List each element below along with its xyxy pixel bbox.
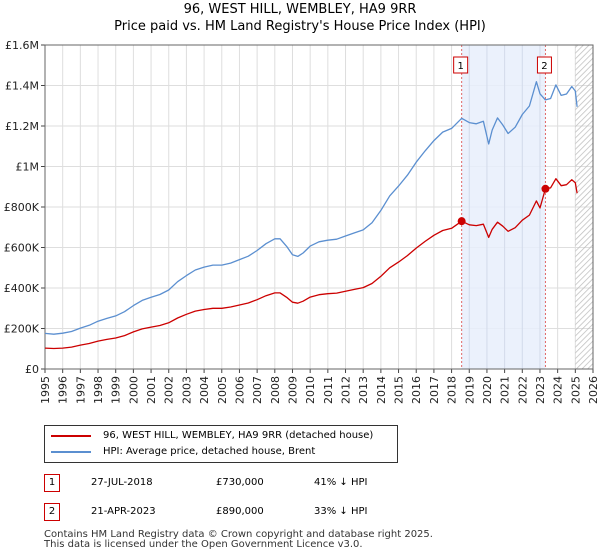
y-tick-label: £1M (16, 161, 40, 174)
x-tick-label: 2003 (180, 376, 193, 404)
chart-subtitle: Price paid vs. HM Land Registry's House … (114, 19, 486, 34)
y-tick-label: £1.6M (5, 39, 39, 52)
x-tick-label: 2002 (163, 376, 176, 404)
sale-date: 21-APR-2023 (91, 506, 156, 517)
sale-date: 27-JUL-2018 (91, 477, 153, 488)
y-tick-label: £600K (4, 242, 40, 255)
x-tick-label: 1997 (74, 376, 87, 404)
chart-title: 96, WEST HILL, WEMBLEY, HA9 9RR (183, 2, 417, 17)
x-tick-label: 1998 (92, 376, 105, 404)
footer: Contains HM Land Registry data © Crown c… (44, 530, 433, 550)
legend-swatch-hpi (51, 451, 91, 453)
x-tick-label: 2006 (233, 376, 246, 404)
sale-hpi-delta: 33% ↓ HPI (314, 506, 368, 517)
x-tick-label: 2015 (393, 376, 406, 404)
price-chart: 1995 1996 1997 1998 1999 2000 2001 2002 2003 2004… (4, 39, 600, 404)
x-tick-label: 2016 (410, 376, 423, 404)
x-tick-label: 2025 (569, 376, 582, 404)
footer-copyright: Contains HM Land Registry data © Crown c… (44, 529, 433, 540)
legend-label-property: 96, WEST HILL, WEMBLEY, HA9 9RR (detache… (103, 430, 374, 441)
x-tick-label: 2004 (198, 376, 211, 404)
forecast-hatch (575, 45, 593, 369)
x-tick-label: 2005 (216, 376, 229, 404)
x-tick-label: 2022 (516, 376, 529, 404)
x-tick-label: 2012 (340, 376, 353, 404)
series-line (44, 178, 578, 350)
x-tick-label: 2001 (145, 376, 158, 404)
x-tick-label: 1995 (39, 376, 52, 404)
sale-marker-label: 2 (541, 61, 547, 72)
x-tick-label: 2007 (251, 376, 264, 404)
x-tick-label: 2000 (127, 376, 140, 404)
y-tick-label: £1.2M (5, 120, 39, 133)
sale-point (457, 217, 466, 226)
legend-swatch-property (51, 435, 91, 437)
sale-badge: 2 (44, 503, 60, 521)
x-tick-label: 2026 (587, 376, 600, 404)
x-tick-label: 2018 (446, 376, 459, 404)
x-tick-label: 2017 (428, 376, 441, 404)
legend-label-hpi: HPI: Average price, detached house, Bren… (103, 446, 316, 457)
x-tick-label: 2010 (304, 376, 317, 404)
x-tick-label: 2013 (357, 376, 370, 404)
sale-price: £890,000 (216, 506, 264, 517)
x-tick-label: 2019 (463, 376, 476, 404)
series-line (44, 81, 578, 335)
x-tick-label: 2021 (499, 376, 512, 404)
x-tick-label: 2020 (481, 376, 494, 404)
sale-point (541, 184, 550, 193)
sale-price: £730,000 (216, 477, 264, 488)
x-tick-label: 1999 (110, 376, 123, 404)
x-tick-label: 2009 (286, 376, 299, 404)
plot-frame (44, 44, 594, 370)
sale-marker-box (453, 56, 469, 74)
x-tick-label: 1996 (57, 376, 70, 404)
sale-marker-box (536, 56, 552, 74)
sale-hpi-delta: 41% ↓ HPI (314, 477, 368, 488)
sale-marker-label: 1 (457, 61, 463, 72)
sale-badge: 1 (44, 474, 60, 492)
x-tick-label: 2023 (534, 376, 547, 404)
legend: 96, WEST HILL, WEMBLEY, HA9 9RR (detache… (44, 425, 398, 463)
footer-licence: This data is licensed under the Open Gov… (44, 539, 363, 550)
x-tick-label: 2024 (552, 376, 565, 404)
y-tick-label: £200K (4, 323, 40, 336)
x-tick-label: 2008 (269, 376, 282, 404)
y-tick-label: £800K (4, 201, 40, 214)
y-tick-label: £400K (4, 282, 40, 295)
x-tick-label: 2014 (375, 376, 388, 404)
y-tick-label: £1.4M (5, 80, 39, 93)
x-tick-label: 2011 (322, 376, 335, 404)
y-tick-label: £0 (25, 363, 39, 376)
